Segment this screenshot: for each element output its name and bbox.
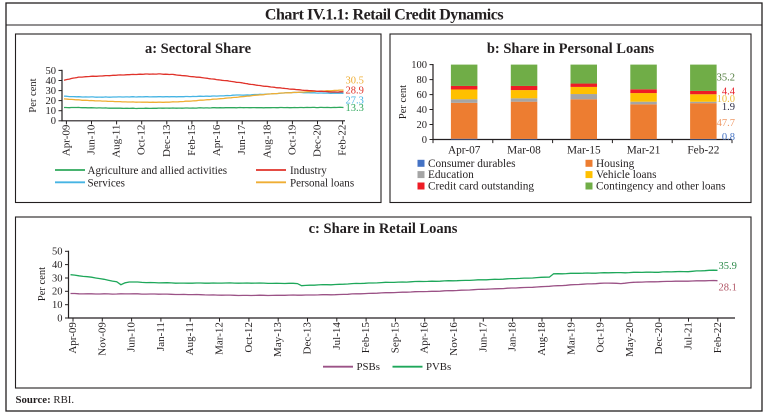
- svg-text:Chart IV.1.1: Retail Credit Dy: Chart IV.1.1: Retail Credit Dynamics: [265, 7, 504, 24]
- svg-text:PSBs: PSBs: [357, 361, 380, 373]
- svg-text:Industry: Industry: [290, 165, 327, 177]
- svg-text:Jan-18: Jan-18: [507, 322, 519, 352]
- svg-text:Jun-10: Jun-10: [126, 322, 138, 352]
- svg-text:Jun-10: Jun-10: [86, 124, 98, 154]
- svg-text:20: 20: [46, 96, 57, 107]
- svg-text:May-13: May-13: [272, 322, 284, 357]
- svg-text:30.5: 30.5: [346, 76, 364, 87]
- svg-text:Apr-16: Apr-16: [211, 124, 223, 156]
- svg-text:28.9: 28.9: [346, 86, 364, 97]
- svg-text:Vehicle loans: Vehicle loans: [596, 169, 657, 181]
- svg-text:10.0: 10.0: [717, 94, 735, 105]
- svg-text:Feb-22: Feb-22: [337, 125, 349, 156]
- svg-text:Dec-20: Dec-20: [312, 124, 324, 157]
- svg-text:a: Sectoral Share: a: Sectoral Share: [145, 41, 252, 57]
- svg-text:60: 60: [417, 90, 428, 101]
- svg-text:Apr-16: Apr-16: [419, 322, 431, 354]
- svg-text:Dec-20: Dec-20: [653, 322, 665, 355]
- svg-text:0: 0: [422, 135, 427, 146]
- svg-text:Apr-07: Apr-07: [448, 145, 481, 157]
- svg-text:Apr-09: Apr-09: [67, 322, 79, 354]
- svg-text:Feb-15: Feb-15: [186, 124, 198, 156]
- svg-text:35.2: 35.2: [717, 73, 735, 84]
- svg-text:10: 10: [52, 300, 63, 311]
- svg-text:0: 0: [57, 313, 62, 324]
- svg-text:Aug-18: Aug-18: [261, 124, 273, 158]
- svg-text:Credit card outstanding: Credit card outstanding: [428, 181, 534, 193]
- svg-text:Services: Services: [88, 178, 125, 190]
- svg-text:Consumer durables: Consumer durables: [428, 158, 516, 170]
- svg-text:Per cent: Per cent: [398, 85, 409, 119]
- svg-text:Oct-12: Oct-12: [136, 125, 148, 156]
- svg-text:20: 20: [52, 287, 63, 298]
- svg-text:Mar-19: Mar-19: [565, 322, 577, 355]
- svg-text:Dec-13: Dec-13: [161, 124, 173, 157]
- svg-text:Aug-11: Aug-11: [111, 125, 123, 158]
- svg-text:Oct-12: Oct-12: [243, 322, 255, 353]
- svg-text:40: 40: [52, 260, 63, 271]
- svg-text:Mar-15: Mar-15: [567, 145, 601, 157]
- svg-text:Feb-22: Feb-22: [712, 322, 724, 353]
- svg-text:28.1: 28.1: [719, 283, 737, 294]
- svg-text:Contingency and other loans: Contingency and other loans: [596, 181, 726, 193]
- svg-text:27.3: 27.3: [346, 96, 364, 107]
- svg-text:0.8: 0.8: [722, 132, 735, 143]
- svg-text:0: 0: [51, 116, 56, 127]
- svg-text:b: Share in Personal Loans: b: Share in Personal Loans: [487, 41, 655, 57]
- svg-text:Housing: Housing: [596, 158, 635, 170]
- svg-text:Apr-09: Apr-09: [60, 124, 72, 156]
- svg-text:Per cent: Per cent: [28, 78, 39, 112]
- svg-text:Mar-21: Mar-21: [627, 145, 661, 157]
- svg-text:40: 40: [417, 105, 428, 116]
- svg-text:80: 80: [417, 75, 428, 86]
- svg-text:Jun-17: Jun-17: [236, 124, 248, 154]
- svg-text:40: 40: [46, 76, 57, 87]
- svg-text:Per cent: Per cent: [37, 267, 48, 301]
- svg-text:10: 10: [46, 106, 57, 117]
- svg-text:c: Share in Retail Loans: c: Share in Retail Loans: [309, 221, 458, 237]
- svg-text:Nov-16: Nov-16: [448, 322, 460, 356]
- svg-text:4.4: 4.4: [722, 87, 736, 98]
- svg-text:May-20: May-20: [624, 322, 636, 357]
- svg-text:Agriculture and allied activit: Agriculture and allied activities: [88, 165, 228, 177]
- svg-text:47.7: 47.7: [717, 118, 735, 129]
- svg-text:Feb-22: Feb-22: [687, 145, 719, 157]
- svg-text:30: 30: [52, 273, 63, 284]
- svg-text:PVBs: PVBs: [426, 361, 451, 373]
- svg-text:35.9: 35.9: [719, 261, 737, 272]
- svg-text:Dec-13: Dec-13: [302, 322, 314, 355]
- svg-text:Aug-18: Aug-18: [536, 322, 548, 356]
- svg-text:30: 30: [46, 86, 57, 97]
- svg-text:Sep-15: Sep-15: [389, 322, 401, 354]
- svg-text:Source: RBI.: Source: RBI.: [16, 394, 75, 406]
- svg-text:Jul-14: Jul-14: [331, 322, 343, 350]
- svg-text:1.9: 1.9: [722, 102, 735, 113]
- svg-text:Oct-19: Oct-19: [595, 322, 607, 353]
- svg-text:100: 100: [411, 60, 427, 71]
- svg-text:Mar-08: Mar-08: [507, 145, 541, 157]
- svg-text:Feb-15: Feb-15: [360, 322, 372, 354]
- svg-text:Jul-21: Jul-21: [683, 322, 695, 350]
- svg-text:Aug-11: Aug-11: [184, 322, 196, 355]
- svg-text:Oct-19: Oct-19: [286, 124, 298, 155]
- svg-text:Education: Education: [428, 169, 474, 181]
- svg-text:Nov-09: Nov-09: [96, 322, 108, 356]
- svg-text:Mar-12: Mar-12: [214, 322, 226, 355]
- svg-text:Jan-11: Jan-11: [155, 322, 167, 351]
- svg-text:13.3: 13.3: [346, 103, 364, 114]
- svg-text:50: 50: [52, 247, 63, 258]
- svg-text:50: 50: [46, 66, 57, 77]
- svg-text:Personal loans: Personal loans: [290, 178, 354, 190]
- svg-text:20: 20: [417, 120, 428, 131]
- svg-text:Jun-17: Jun-17: [477, 322, 489, 352]
